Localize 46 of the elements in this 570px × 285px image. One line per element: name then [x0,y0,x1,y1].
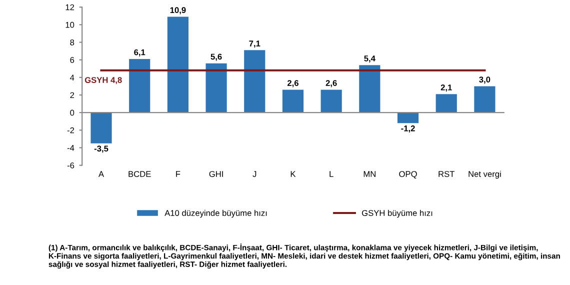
data-label: 5,6 [210,54,222,61]
x-tick-label: A [98,171,104,177]
x-tick-label: J [252,171,256,177]
y-tick-label: 0 [70,110,74,116]
data-label: 7,1 [249,40,260,48]
y-tick-label: 2 [70,92,74,98]
x-tick-label: Net vergi [468,170,501,179]
bar [129,58,150,113]
y-tick-label: 6 [70,57,74,63]
bar [282,90,304,113]
data-label: 2,6 [287,80,298,88]
bar [244,50,266,113]
data-label: 10,9 [170,7,186,14]
bar [206,63,227,113]
bar [474,86,496,113]
annotation: GSYH 4,8 [84,77,122,84]
data-label: -3,5 [94,146,108,153]
y-tick-label: 12 [66,4,74,10]
data-label: 6,1 [134,49,146,56]
y-tick-label: 4 [70,74,74,80]
bar [320,90,342,113]
x-tick-label: K [290,171,296,177]
y-tick-label: -4 [67,145,74,151]
y-tick-label: -2 [67,127,74,134]
x-tick-label: GHI [209,171,223,177]
x-tick-label: BCDE [128,171,151,177]
x-tick-label: L [330,171,334,177]
bar [397,112,419,124]
bar [167,16,188,113]
legend-label: A10 düzeyinde büyüme hızı [164,210,267,218]
x-tick-label: OPQ [399,171,417,178]
data-label: 5,4 [364,56,376,63]
bar [90,112,112,144]
bar [359,65,380,113]
x-tick-label: RST [438,171,455,177]
x-tick-label: F [176,171,180,177]
legend-label: GSYH büyüme hızı [362,210,432,218]
y-tick-label: -6 [67,162,74,168]
data-label: -1,2 [401,125,415,133]
data-label: 3,0 [479,76,490,84]
y-tick-label: 10 [66,22,74,28]
x-tick-label: MN [364,171,376,177]
data-label: 2,1 [440,84,452,92]
data-label: 2,6 [326,80,337,88]
y-tick-label: 8 [70,39,74,46]
bar [436,94,457,113]
